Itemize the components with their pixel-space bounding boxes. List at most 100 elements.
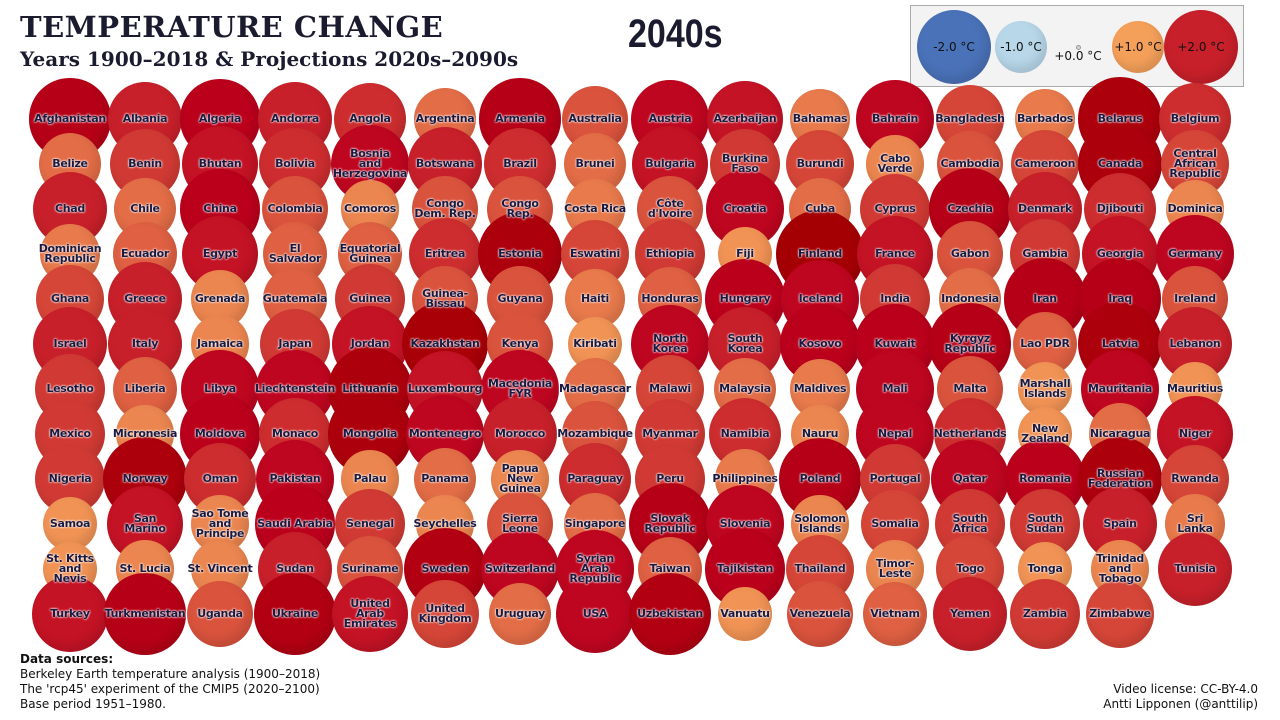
country-label: St. Kitts and Nevis: [46, 552, 94, 585]
country-label: Bahamas: [792, 112, 848, 125]
country-label: Timor- Leste: [875, 557, 915, 580]
country-label: Senegal: [346, 517, 394, 530]
country-label: Botswana: [415, 157, 475, 170]
credits: Video license: CC-BY-4.0 Antti Lipponen …: [1103, 682, 1258, 712]
country-label: Iraq: [1108, 292, 1132, 305]
country-label: Syrian Arab Republic: [569, 552, 621, 585]
country-label: Trinidad and Tobago: [1096, 552, 1144, 585]
legend-label: +1.0 °C: [1114, 40, 1162, 54]
country-label: Ecuador: [120, 247, 170, 260]
country-bubble: [332, 576, 408, 652]
country-label: Liechtenstein: [254, 382, 336, 395]
country-label: Moldova: [194, 427, 246, 440]
country-label: Sudan: [276, 562, 314, 575]
country-label: New Zealand: [1021, 422, 1069, 445]
country-label: Marshall Islands: [1019, 377, 1071, 400]
country-label: Palau: [353, 472, 387, 485]
title: TEMPERATURE CHANGE: [20, 10, 444, 44]
bubble-grid: Afghanistan Albania Algeria Andorra Angola Ar…: [29, 76, 1234, 656]
country-label: Denmark: [1018, 202, 1072, 215]
country-label: Niger: [1178, 427, 1212, 440]
country-label: Panama: [421, 472, 469, 485]
country-label: Kiribati: [573, 337, 617, 350]
country-label: South Korea: [727, 332, 763, 355]
country-label: Canada: [1097, 157, 1143, 170]
country-label: Ethiopia: [645, 247, 695, 260]
country-label: Comoros: [343, 202, 397, 215]
country-bubble: [489, 583, 551, 645]
country-label: Greece: [124, 292, 166, 305]
country-label: Uruguay: [494, 607, 546, 620]
country-label: Jamaica: [196, 337, 244, 350]
country-label: Mauritania: [1087, 382, 1153, 395]
country-label: Macedonia FYR: [487, 377, 553, 400]
country-label: Chile: [130, 202, 160, 215]
country-bubble: [32, 576, 108, 652]
country-label: Djibouti: [1096, 202, 1144, 215]
country-label: Lao PDR: [1020, 337, 1070, 350]
license: Video license: CC-BY-4.0: [1113, 682, 1258, 696]
country-label: Russian Federation: [1087, 467, 1153, 490]
country-label: Turkey: [50, 607, 90, 620]
country-label: Burkina Faso: [722, 152, 768, 175]
country-label: San Marino: [124, 512, 166, 535]
country-label: Lithuania: [342, 382, 398, 395]
country-label: Equatorial Guinea: [339, 242, 401, 265]
country-label: Mali: [882, 382, 908, 395]
legend-label: +0.0 °C: [1054, 49, 1102, 63]
country-label: France: [875, 247, 915, 260]
country-label: Argentina: [415, 112, 475, 125]
country-label: Taiwan: [649, 562, 691, 575]
country-label: Gambia: [1022, 247, 1068, 260]
period: 2040s: [628, 12, 723, 56]
country-label: Liberia: [124, 382, 166, 395]
country-label: Jordan: [350, 337, 390, 350]
country-label: Croatia: [723, 202, 767, 215]
country-label: Grenada: [194, 292, 246, 305]
country-label: Mongolia: [342, 427, 398, 440]
country-label: St. Vincent: [187, 562, 253, 575]
country-label: Samoa: [49, 517, 91, 530]
legend-label: -2.0 °C: [933, 40, 975, 54]
country-label: Uganda: [197, 607, 243, 620]
source: Berkeley Earth temperature analysis (190…: [20, 667, 321, 681]
country-label: Malawi: [649, 382, 691, 395]
country-label: Madagascar: [559, 382, 631, 395]
country-label: Suriname: [341, 562, 399, 575]
country-bubble: [1158, 532, 1232, 606]
country-bubble: [786, 580, 854, 648]
country-label: Yemen: [950, 607, 990, 620]
country-label: El Salvador: [268, 242, 322, 265]
country-label: Andorra: [271, 112, 319, 125]
country-label: Burundi: [796, 157, 844, 170]
country-label: Seychelles: [413, 517, 477, 530]
country-label: Bangladesh: [935, 112, 1005, 125]
country-label: Belize: [52, 157, 88, 170]
source: The 'rcp45' experiment of the CMIP5 (202…: [20, 682, 320, 696]
country-label: Algeria: [198, 112, 242, 125]
country-bubble: [862, 581, 928, 647]
country-label: Mozambique: [557, 427, 633, 440]
country-label: Albania: [122, 112, 168, 125]
country-label: Cuba: [804, 202, 836, 215]
country-label: Colombia: [267, 202, 323, 215]
sources: Data sources: Berkeley Earth temperature…: [20, 652, 320, 712]
country-label: Rwanda: [1171, 472, 1219, 485]
country-label: Afghanistan: [34, 112, 106, 125]
country-label: Hungary: [719, 292, 771, 305]
country-label: Lebanon: [1169, 337, 1221, 350]
country-label: Estonia: [498, 247, 542, 260]
country-label: Maldives: [793, 382, 847, 395]
country-label: Nigeria: [48, 472, 92, 485]
country-bubble: [717, 586, 773, 642]
country-label: Ukraine: [271, 607, 319, 620]
country-label: Kyrgyz Republic: [944, 332, 996, 355]
country-label: South Sudan: [1026, 512, 1064, 535]
country-label: Peru: [656, 472, 684, 485]
country-label: Venezuela: [789, 607, 851, 620]
country-label: Georgia: [1096, 247, 1144, 260]
country-label: Bahrain: [872, 112, 918, 125]
legend-swatch: [1164, 10, 1238, 84]
country-label: Turkmenistan: [104, 607, 186, 620]
country-label: Guinea: [349, 292, 391, 305]
